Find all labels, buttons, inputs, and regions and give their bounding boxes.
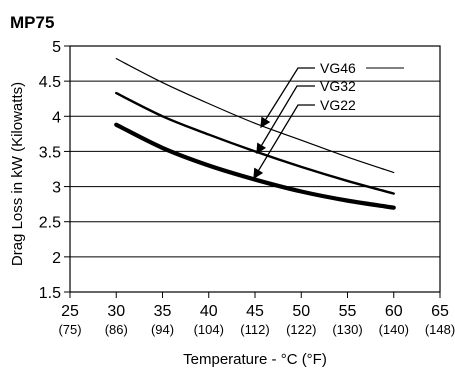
x-tick-label-3: 40: [200, 303, 218, 320]
y-axis-ticks: 1.5 2 2.5 3 3.5 4 4.5 5: [39, 39, 70, 302]
y-tick-label-7: 5: [52, 39, 61, 56]
y-tick-label-1: 2: [52, 250, 61, 267]
series-line-vg22: [114, 122, 396, 210]
y-tick-label-3: 3: [52, 180, 61, 197]
x-tick-sublabel-8: (148): [425, 322, 455, 337]
series-line-vg46: [115, 58, 395, 174]
x-tick-label-2: 35: [154, 303, 172, 320]
x-tick-sublabel-2: (94): [151, 322, 174, 337]
chart-title: MP75: [10, 13, 54, 32]
x-tick-label-5: 50: [292, 303, 310, 320]
y-axis-label: Drag Loss in kW (Kilowatts): [9, 82, 26, 266]
x-axis-ticks: 25 (75) 30 (86) 35 (94) 40 (104) 45 (112) 50 (122) 5…: [58, 292, 455, 337]
y-tick-label-2: 2.5: [39, 215, 61, 232]
x-tick-sublabel-3: (104): [194, 322, 224, 337]
series-lines: [114, 58, 396, 210]
annotation-label-vg32: VG32: [320, 78, 356, 94]
series-line-vg32: [115, 91, 395, 195]
x-tick-label-8: 65: [431, 303, 449, 320]
x-axis-label: Temperature - °C (°F): [183, 351, 327, 368]
x-tick-sublabel-5: (122): [286, 322, 316, 337]
x-tick-sublabel-4: (112): [240, 322, 269, 337]
y-tick-label-5: 4: [52, 109, 61, 126]
series-annotations: VG46 VG32 VG22: [253, 60, 404, 180]
annotation-arrow-vg46: [260, 67, 315, 129]
x-tick-label-7: 60: [385, 303, 403, 320]
y-tick-label-6: 4.5: [39, 74, 61, 91]
x-tick-sublabel-6: (130): [332, 322, 362, 337]
y-tick-label-4: 3.5: [39, 144, 61, 161]
x-tick-label-4: 45: [246, 303, 264, 320]
grid-lines: [70, 80, 440, 258]
annotation-label-vg22: VG22: [320, 97, 356, 113]
x-tick-label-0: 25: [61, 303, 79, 320]
x-tick-sublabel-1: (86): [105, 322, 128, 337]
x-tick-label-1: 30: [107, 303, 125, 320]
y-tick-label-0: 1.5: [39, 285, 61, 302]
x-tick-label-6: 55: [339, 303, 357, 320]
annotation-label-vg46: VG46: [320, 60, 356, 76]
annotation-arrow-vg32: [256, 85, 315, 155]
annotation-arrow-vg22: [253, 104, 315, 180]
x-tick-sublabel-0: (75): [58, 322, 81, 337]
x-tick-sublabel-7: (140): [379, 322, 409, 337]
